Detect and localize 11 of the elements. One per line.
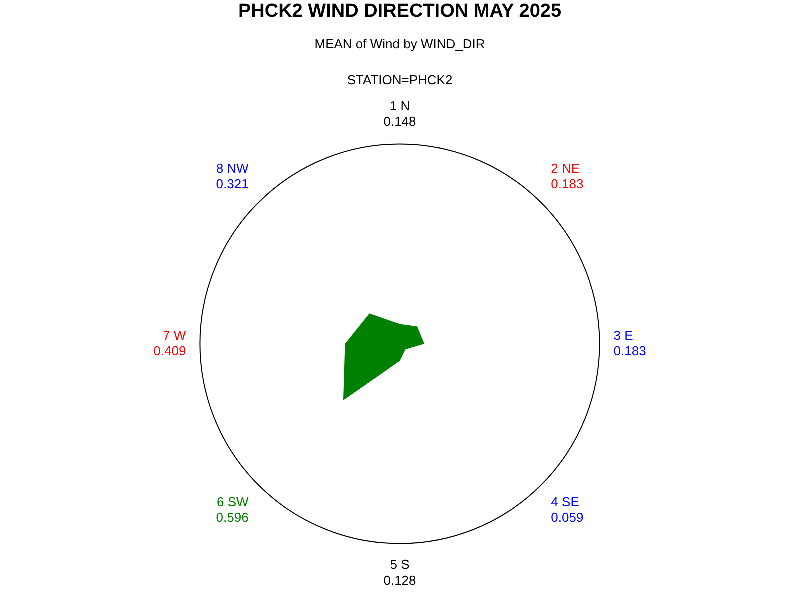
spoke-label: 8 NW 0.321 <box>216 161 250 192</box>
spoke-label: 5 S 0.128 <box>384 557 416 588</box>
text: STATION=PHCK2 <box>347 72 453 88</box>
chart-subtitle: MEAN of Wind by WIND_DIR <box>314 36 486 52</box>
spoke-label: 7 W 0.409 <box>154 328 187 358</box>
spoke-label: 3 E 0.183 <box>614 328 646 358</box>
spoke-label: 4 SE 0.059 <box>551 494 584 526</box>
chart-title: PHCK2 WIND DIRECTION MAY 2025 <box>238 1 562 22</box>
spoke-label: 2 NE 0.183 <box>551 161 584 192</box>
spoke-label: 1 N 0.148 <box>384 98 416 129</box>
spoke-label: 6 SW 0.596 <box>216 494 250 526</box>
